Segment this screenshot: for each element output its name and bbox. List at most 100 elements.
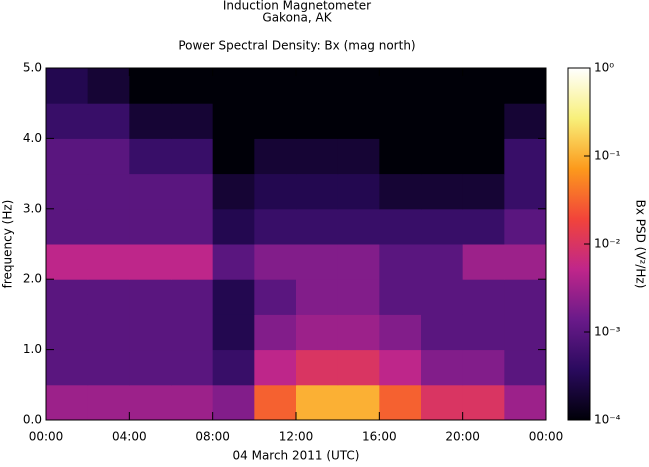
heatmap-cell <box>129 244 172 280</box>
heatmap-cell <box>504 314 547 351</box>
heatmap-cell <box>379 244 422 280</box>
heatmap-cell <box>504 173 547 210</box>
heatmap-cell <box>337 68 380 104</box>
heatmap-cell <box>46 208 89 245</box>
heatmap-cell <box>296 173 339 210</box>
heatmap-cell <box>212 208 255 245</box>
heatmap-cell <box>421 279 464 315</box>
heatmap-cell <box>212 68 255 104</box>
heatmap-cell <box>296 138 339 175</box>
heatmap-cell <box>296 68 339 104</box>
heatmap-cell <box>46 173 89 210</box>
heatmap-cell <box>379 138 422 175</box>
y-tick-label: 2.0 <box>23 272 42 286</box>
heatmap-cell <box>462 68 505 104</box>
x-tick-label: 12:00 <box>279 430 314 444</box>
heatmap-cell <box>421 208 464 245</box>
heatmap <box>46 68 547 421</box>
heatmap-cell <box>212 349 255 386</box>
heatmap-cell <box>212 384 255 421</box>
colorbar-tick-label: 10⁰ <box>594 61 614 75</box>
heatmap-cell <box>337 103 380 139</box>
heatmap-cell <box>337 138 380 175</box>
heatmap-cell <box>421 173 464 210</box>
plot-title: Power Spectral Density: Bx (mag north) <box>178 39 415 53</box>
heatmap-cell <box>296 244 339 280</box>
heatmap-cell <box>129 68 172 104</box>
heatmap-cell <box>254 279 297 315</box>
heatmap-cell <box>129 138 172 175</box>
y-tick-label: 5.0 <box>23 61 42 75</box>
heatmap-cell <box>504 349 547 386</box>
colorbar-label: Bx PSD (V²/Hz) <box>634 200 648 289</box>
heatmap-cell <box>337 384 380 421</box>
x-tick-label: 00:00 <box>29 430 64 444</box>
heatmap-cell <box>379 349 422 386</box>
heatmap-cell <box>337 244 380 280</box>
colorbar-tick-label: 10⁻¹ <box>594 149 621 163</box>
heatmap-cell <box>87 173 130 210</box>
heatmap-cell <box>421 349 464 386</box>
heatmap-cell <box>296 279 339 315</box>
heatmap-cell <box>296 314 339 351</box>
heatmap-cell <box>421 384 464 421</box>
heatmap-cell <box>46 68 89 104</box>
heatmap-cell <box>421 138 464 175</box>
heatmap-cell <box>171 173 214 210</box>
heatmap-cell <box>337 349 380 386</box>
heatmap-cell <box>129 279 172 315</box>
heatmap-cell <box>171 208 214 245</box>
colorbar-tick-label: 10⁻³ <box>594 325 621 339</box>
colorbar-tick-label: 10⁻² <box>594 237 621 251</box>
heatmap-cell <box>212 314 255 351</box>
heatmap-cell <box>504 208 547 245</box>
heatmap-cell <box>46 244 89 280</box>
heatmap-cell <box>504 279 547 315</box>
heatmap-cell <box>87 68 130 104</box>
heatmap-cell <box>87 208 130 245</box>
chart-subtitle: Gakona, AK <box>262 11 332 25</box>
heatmap-cell <box>46 384 89 421</box>
heatmap-cell <box>129 349 172 386</box>
heatmap-cell <box>46 279 89 315</box>
heatmap-cell <box>171 279 214 315</box>
heatmap-cell <box>87 384 130 421</box>
x-axis-label: 04 March 2011 (UTC) <box>233 449 360 463</box>
heatmap-cell <box>212 244 255 280</box>
heatmap-cell <box>337 173 380 210</box>
heatmap-cell <box>504 244 547 280</box>
heatmap-cell <box>129 384 172 421</box>
heatmap-cell <box>462 173 505 210</box>
heatmap-cell <box>254 208 297 245</box>
heatmap-cell <box>462 208 505 245</box>
heatmap-cell <box>379 173 422 210</box>
colorbar-tick-label: 10⁻⁴ <box>594 413 621 427</box>
heatmap-cell <box>337 314 380 351</box>
heatmap-cell <box>462 103 505 139</box>
heatmap-cell <box>296 103 339 139</box>
heatmap-cell <box>212 279 255 315</box>
heatmap-cell <box>337 208 380 245</box>
heatmap-cell <box>46 103 89 139</box>
heatmap-cell <box>46 349 89 386</box>
heatmap-cell <box>462 279 505 315</box>
heatmap-cell <box>462 138 505 175</box>
y-axis-label: frequency (Hz) <box>1 200 15 289</box>
x-tick-label: 16:00 <box>362 430 397 444</box>
heatmap-cell <box>87 279 130 315</box>
heatmap-cell <box>337 279 380 315</box>
heatmap-cell <box>129 173 172 210</box>
heatmap-cell <box>171 138 214 175</box>
chart-title: Induction Magnetometer <box>223 0 371 13</box>
heatmap-cell <box>379 103 422 139</box>
heatmap-cell <box>171 244 214 280</box>
heatmap-cell <box>46 314 89 351</box>
heatmap-cell <box>46 138 89 175</box>
heatmap-cell <box>421 68 464 104</box>
y-tick-label: 0.0 <box>23 413 42 427</box>
heatmap-cell <box>462 244 505 280</box>
heatmap-cell <box>462 314 505 351</box>
heatmap-cell <box>296 384 339 421</box>
heatmap-cell <box>171 384 214 421</box>
